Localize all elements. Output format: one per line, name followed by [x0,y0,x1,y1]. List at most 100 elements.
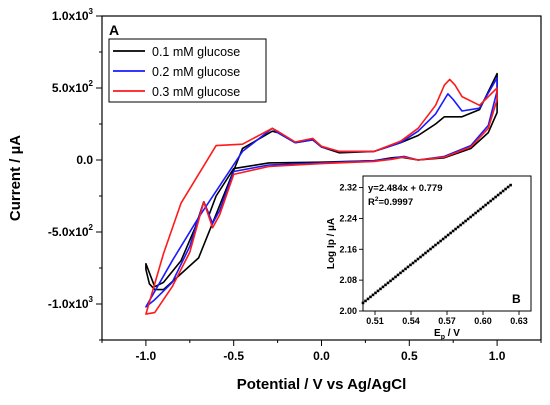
inset-data-point [439,239,442,243]
main-panel: -1.0 -0.5 0.0 0.5 1.0-1.0x103-5.0x1020.05.0x… [7,7,542,393]
inset-data-point [486,201,490,205]
inset-data-point [429,247,432,251]
inset-data-point [441,237,445,241]
inset-data-point [404,267,407,271]
inset-data-point [379,287,382,291]
inset-data-point [471,213,475,217]
inset-data-points [361,183,512,305]
inset-data-point [509,183,512,187]
inset-data-point [431,245,435,249]
inset-data-point [399,271,402,275]
inset-data-point [484,203,487,207]
inset-data-point [369,295,372,299]
legend-label-3: 0.3 mM glucose [152,85,240,99]
legend: 0.1 mM glucose 0.2 mM glucose 0.3 mM gluco… [108,38,267,103]
inset-data-point [386,281,390,285]
inset-x-tick-label: 0.63 [510,316,528,326]
inset-data-point [466,217,470,221]
inset-data-point [494,195,497,199]
inset-data-point [366,297,370,301]
inset-data-point [416,257,420,261]
y-tick-exponent: 3 [89,295,94,304]
inset-y-tick-label: 2.32 [339,183,357,193]
inset-y-tick-label: 2.16 [339,244,357,254]
series-line-3 [145,78,498,315]
inset-r2-prefix: R [368,197,375,208]
x-tick-label: 0.5 [401,349,418,363]
inset-equation: y=2.484x + 0.779 [368,183,443,194]
y-tick-exponent: 3 [89,7,94,16]
y-tick-label: -1.0x103 [48,295,94,311]
inset-data-point [469,215,472,219]
y-tick-label: 0.0 [76,153,93,167]
inset-data-point [506,185,510,189]
inset-data-point [411,261,415,265]
x-axis-label: Potential / V vs Ag/AgCl [237,376,406,393]
inset-background [325,173,535,335]
y-tick-exponent: 2 [89,223,94,232]
inset-data-point [401,269,405,273]
inset-data-point [406,265,410,269]
inset-data-point [444,235,447,239]
y-tick-label: 1.0x103 [52,7,94,23]
inset-data-point [464,219,467,223]
inset-data-point [436,241,440,245]
inset-data-point [419,255,422,259]
y-tick-label: 5.0x102 [52,79,94,95]
inset-data-point [376,289,380,293]
inset-data-point [456,225,460,229]
inset-data-point [381,285,385,289]
legend-label-2: 0.2 mM glucose [152,65,240,79]
inset-data-point [421,253,425,257]
inset-data-point [424,251,427,255]
inset-data-point [499,191,502,195]
inset-x-axis-label: Ep / V [434,328,460,341]
inset-data-point [454,227,457,231]
inset-x-label-main: E [434,328,441,339]
inset-x-label-sub: p [441,334,445,341]
inset-y-axis-label: Log Ip / µA [326,218,337,269]
inset-data-point [391,277,395,281]
panel-label-b: B [512,292,521,306]
inset-data-point [501,189,505,193]
inset-data-point [459,223,462,227]
inset-data-point [496,193,500,197]
inset-data-point [504,187,507,191]
inset-x-tick-label: 0.54 [402,316,420,326]
inset-data-point [446,233,450,237]
inset-data-point [361,301,365,305]
inset-x-tick-label: 0.57 [438,316,456,326]
inset-data-point [374,291,377,295]
inset-data-point [434,243,437,247]
inset-data-point [479,207,482,211]
y-tick-mantissa: 5.0x10 [52,81,89,95]
inset-panel: 0.51 0.54 0.57 0.60 0.63 2.00 2.08 2.16 2.24 2.32… [325,173,535,341]
inset-data-point [449,231,452,235]
inset-x-tick-label: 0.51 [366,316,384,326]
panel-label-a: A [109,22,119,38]
inset-r2-sup: 2 [375,196,379,203]
y-tick-label: -5.0x102 [48,223,94,239]
inset-data-point [489,199,492,203]
inset-data-point [451,229,455,233]
x-tick-label: -0.5 [223,349,244,363]
inset-data-point [476,209,480,213]
inset-data-point [474,211,477,215]
inset-x-label-rest: / V [445,328,460,339]
x-tick-label: 1.0 [489,349,506,363]
inset-data-point [384,283,387,287]
inset-data-point [491,197,495,201]
inset-data-point [394,275,397,279]
curves [145,72,498,315]
y-tick-mantissa: -5.0x10 [48,225,89,239]
inset-y-tick-label: 2.00 [339,306,357,316]
y-tick-mantissa: -1.0x10 [48,297,89,311]
inset-data-point [396,273,400,277]
inset-x-tick-label: 0.60 [474,316,492,326]
inset-r2: R2=0.9997 [368,196,413,208]
x-tick-label: -1.0 [136,349,157,363]
inset-data-point [461,221,465,225]
y-tick-mantissa: 0.0 [76,153,93,167]
legend-label-1: 0.1 mM glucose [152,45,240,59]
